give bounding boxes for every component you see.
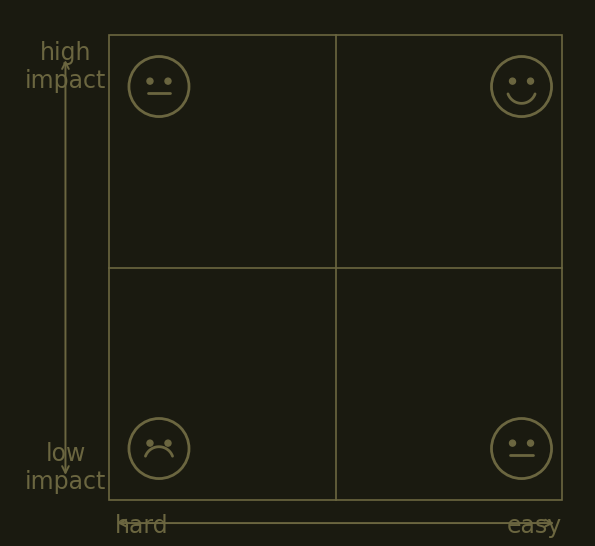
- Circle shape: [528, 440, 534, 446]
- Text: hard: hard: [115, 514, 168, 538]
- Circle shape: [165, 78, 171, 84]
- Text: low
impact: low impact: [25, 442, 106, 494]
- Text: high
impact: high impact: [25, 41, 106, 93]
- Circle shape: [509, 78, 515, 84]
- Circle shape: [509, 440, 515, 446]
- Circle shape: [528, 78, 534, 84]
- Circle shape: [165, 440, 171, 446]
- Circle shape: [147, 440, 153, 446]
- Bar: [109, 35, 562, 500]
- Text: easy: easy: [507, 514, 562, 538]
- Circle shape: [147, 78, 153, 84]
